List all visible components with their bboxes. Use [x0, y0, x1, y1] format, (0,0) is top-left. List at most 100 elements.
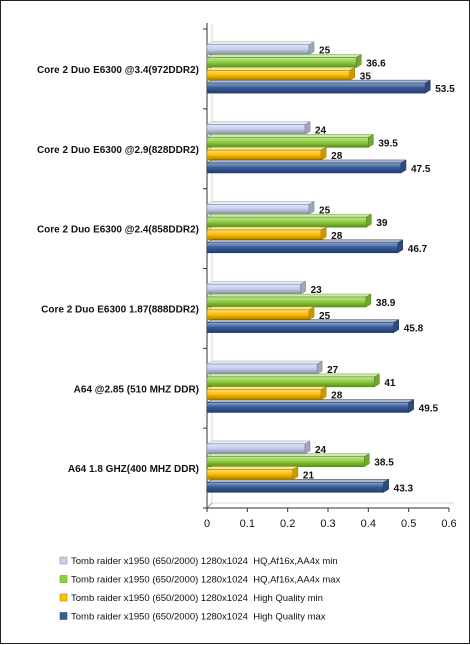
data-label: 28 [331, 231, 343, 242]
bar-end-cap [365, 293, 372, 308]
bar-end-cap [292, 466, 299, 480]
data-label: 46.7 [408, 244, 428, 255]
x-tick-label: 0 [204, 518, 210, 530]
bar-top-face [206, 239, 404, 244]
data-label: 28 [331, 391, 343, 402]
data-label: 21 [303, 470, 315, 481]
bar [206, 363, 318, 375]
bar [206, 162, 402, 174]
bar-end-cap [320, 386, 327, 401]
category-label: Core 2 Duo E6300 1.87(888DDR2) [41, 304, 199, 315]
bar-top-face [206, 453, 371, 457]
data-label: 39 [376, 218, 388, 229]
bar [206, 216, 367, 228]
bar-top-face [206, 319, 400, 323]
bar [206, 44, 310, 56]
bar-end-cap [397, 239, 404, 254]
data-label: 39.5 [378, 138, 398, 149]
depth-edge [206, 502, 213, 509]
legend-label: Tomb raider x1950 (650/2000) 1280x1024 H… [71, 556, 338, 567]
data-label: 24 [315, 126, 327, 137]
bar-end-cap [308, 41, 315, 56]
x-tick-label: 0.2 [280, 518, 295, 530]
bar [206, 389, 322, 400]
bar-top-face [206, 386, 328, 390]
bar-end-cap [408, 399, 414, 413]
bar-top-face [206, 280, 307, 285]
bar-top-face [206, 146, 328, 151]
category-label: Core 2 Duo E6300 @2.9(828DDR2) [37, 145, 199, 156]
bar-end-cap [400, 159, 407, 174]
bar-top-face [206, 121, 311, 125]
bar [206, 376, 375, 388]
bar-end-cap [374, 373, 380, 388]
data-label: 35 [360, 71, 372, 82]
legend-swatch [59, 575, 68, 583]
bar-top-face [206, 373, 381, 378]
bar-top-face [206, 360, 324, 365]
bar-top-face [206, 479, 390, 483]
bar [206, 481, 384, 493]
bar-end-cap [304, 121, 311, 135]
legend-swatch [59, 612, 68, 620]
data-label: 25 [319, 46, 331, 57]
data-label: 36.6 [366, 59, 386, 70]
back-wall [211, 24, 454, 504]
bar [206, 283, 301, 295]
data-label: 41 [384, 378, 396, 389]
bar-top-face [206, 67, 356, 71]
bar [206, 149, 322, 161]
bar-top-face [206, 54, 363, 58]
data-label: 49.5 [419, 403, 439, 414]
bar-end-cap [424, 79, 431, 94]
bar [206, 70, 351, 81]
category-label: A64 @2.85 (510 MHZ DDR) [74, 384, 199, 395]
bar-end-cap [383, 478, 389, 493]
bar-top-face [206, 466, 299, 470]
data-label: 27 [327, 365, 339, 376]
data-label: 24 [315, 445, 327, 456]
bar-top-face [206, 226, 328, 231]
bar-top-face [206, 293, 372, 298]
x-tick-label: 0.4 [361, 518, 376, 530]
bar [206, 322, 395, 333]
x-tick-label: 0.1 [240, 518, 255, 530]
data-label: 25 [319, 311, 331, 322]
bar-end-cap [355, 54, 362, 68]
data-label: 53.5 [435, 84, 455, 95]
bar [206, 456, 365, 467]
data-label: 47.5 [411, 164, 431, 175]
bar-end-cap [316, 360, 323, 375]
x-tick-label: 0.6 [441, 518, 456, 530]
bar [206, 82, 426, 94]
category-label: Core 2 Duo E6300 @2.4(858DDR2) [37, 225, 199, 236]
bar [206, 242, 399, 254]
bar [206, 469, 294, 480]
bar-top-face [206, 213, 373, 218]
legend-label: Tomb raider x1950 (650/2000) 1280x1024 H… [71, 575, 341, 586]
bar [206, 402, 409, 413]
bar [206, 204, 310, 215]
legend-label: Tomb raider x1950 (650/2000) 1280x1024 H… [71, 612, 326, 623]
bar-top-face [206, 440, 311, 445]
bar [206, 443, 306, 455]
bar [206, 137, 369, 148]
bar-end-cap [393, 319, 399, 334]
data-label: 43.3 [394, 483, 414, 494]
bar [206, 296, 367, 308]
bar [206, 124, 306, 135]
bar-end-cap [320, 226, 327, 241]
bar-top-face [206, 306, 315, 311]
bar [206, 229, 322, 241]
data-label: 23 [311, 285, 323, 296]
bar [206, 309, 310, 321]
bar-end-cap [304, 440, 311, 455]
x-tick-label: 0.3 [320, 518, 335, 530]
bar [206, 57, 357, 68]
bar-top-face [206, 79, 432, 84]
bar-end-cap [308, 200, 315, 215]
legend-swatch [59, 556, 68, 565]
data-label: 45.8 [404, 324, 424, 335]
